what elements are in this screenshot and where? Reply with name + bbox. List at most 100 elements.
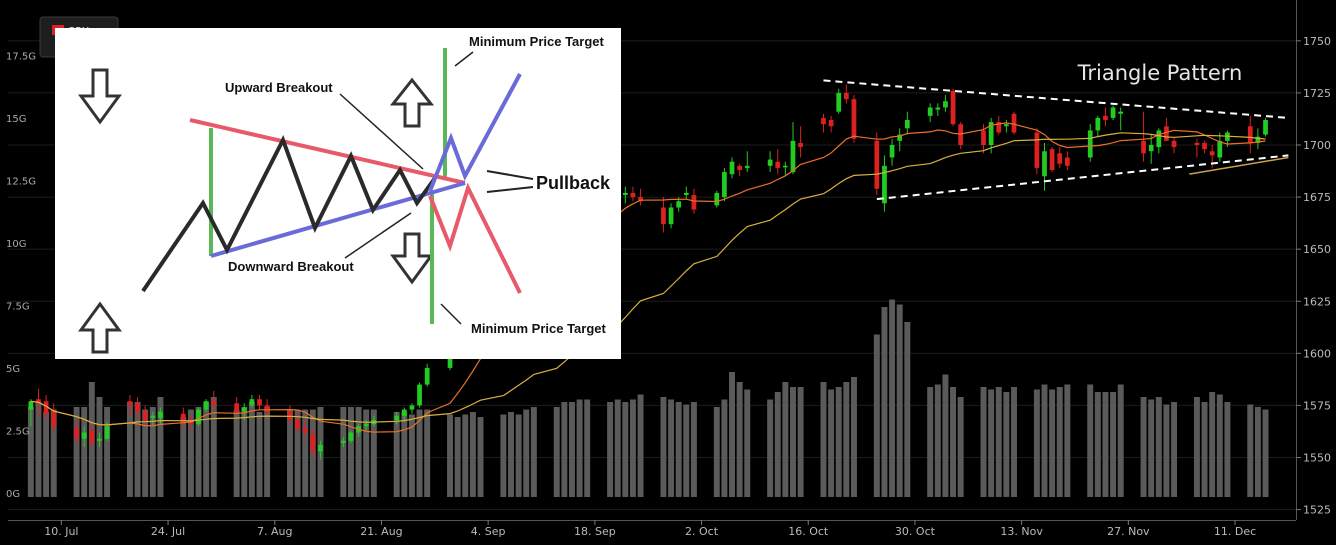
volume-bar <box>264 407 271 497</box>
volume-bar <box>774 392 781 497</box>
price-axis: 1525 1550 1575 1600 1625 1650 1675 1700 1725 1750 <box>1296 0 1331 520</box>
candle <box>249 395 255 408</box>
candle <box>1057 147 1063 168</box>
volume-bar <box>401 412 408 497</box>
candle-body <box>790 140 796 173</box>
candle <box>1141 111 1146 162</box>
candle <box>943 95 948 112</box>
up-arrow-icon <box>389 77 435 128</box>
volume-bar <box>508 412 514 497</box>
volume-bar <box>50 409 57 497</box>
upward-breakout-label: Upward Breakout <box>225 80 333 95</box>
candle-body <box>249 399 255 406</box>
volume-bar <box>820 382 827 497</box>
candle-body <box>318 445 323 452</box>
volume-bar <box>1117 384 1124 497</box>
volume-bar <box>797 387 804 497</box>
candle <box>851 95 857 143</box>
candle-body <box>630 192 636 198</box>
candle-body <box>874 140 880 189</box>
candle-body <box>836 92 842 112</box>
volume-bar <box>896 304 903 497</box>
candle <box>622 186 628 204</box>
candle-body <box>1263 120 1268 135</box>
candle <box>1217 132 1223 162</box>
candle-body <box>897 134 903 141</box>
volume-bar <box>904 322 911 497</box>
candle-body <box>211 401 217 406</box>
candle-body <box>729 161 735 175</box>
volume-bar <box>1094 392 1101 497</box>
volume-bar <box>248 402 255 497</box>
volume-bar <box>35 402 42 497</box>
candle-body <box>783 165 788 168</box>
candle <box>783 161 788 177</box>
candle-body <box>821 117 826 125</box>
candle-body <box>28 401 34 410</box>
volume-bar <box>126 402 133 497</box>
candle-body <box>668 207 674 225</box>
volume-bar <box>637 394 644 497</box>
candle <box>935 103 941 116</box>
pullback-label: Pullback <box>536 173 611 193</box>
volume-bar <box>736 382 743 497</box>
volume-bar <box>1247 404 1254 497</box>
price-tick-label: 1700 <box>1303 139 1331 152</box>
candle <box>203 399 209 412</box>
volume-tick-label: 7.5G <box>6 302 30 313</box>
volume-bar <box>1064 384 1071 497</box>
candle-body <box>744 165 750 168</box>
candle <box>409 403 415 414</box>
volume-bar <box>569 402 575 497</box>
candle <box>729 157 735 179</box>
volume-bar <box>233 409 240 497</box>
volume-bar <box>500 414 507 497</box>
volume-tick-label: 2.5G <box>6 427 30 438</box>
volume-bar <box>287 409 293 497</box>
candle-body <box>310 434 316 452</box>
candle-body <box>935 107 941 110</box>
volume-bar <box>370 409 377 497</box>
chart-title: Triangle Pattern <box>1077 61 1243 85</box>
volume-bar <box>881 307 888 497</box>
candle-body <box>97 438 102 441</box>
price-tick-label: 1675 <box>1303 191 1331 204</box>
moving-average-line <box>30 132 1266 426</box>
candle <box>882 155 887 212</box>
candle-body <box>843 92 849 100</box>
volume-bar <box>180 417 187 497</box>
candle-body <box>722 172 727 198</box>
candle <box>821 113 826 133</box>
volume-tick-label: 12.5G <box>6 177 36 188</box>
volume-bar <box>1087 384 1094 497</box>
volume-bar <box>782 382 789 497</box>
volume-bar <box>835 387 842 497</box>
price-tick-label: 1750 <box>1303 35 1331 48</box>
time-tick-label: 10. Jul <box>44 525 78 538</box>
candle <box>722 167 727 202</box>
candle <box>714 190 720 208</box>
volume-bar <box>1224 402 1231 497</box>
candle-body <box>104 426 110 439</box>
volume-bar <box>142 409 149 497</box>
candle-body <box>1217 140 1223 158</box>
volume-bar <box>477 417 484 497</box>
candle <box>661 197 666 233</box>
candle-body <box>1095 117 1101 131</box>
candle-body <box>1087 130 1093 158</box>
volume-bars <box>27 299 1269 497</box>
up-arrow-icon <box>78 301 122 354</box>
candle-body <box>1148 145 1154 152</box>
candle <box>127 395 133 416</box>
candle-body <box>264 405 270 412</box>
volume-bar <box>104 407 111 497</box>
time-axis: 10. Jul 24. Jul 7. Aug 21. Aug 4. Sep 18. Sep… <box>8 520 1296 538</box>
volume-bar <box>1262 409 1269 497</box>
volume-bar <box>1110 392 1117 497</box>
candle <box>1087 124 1093 162</box>
candle-body <box>158 411 163 418</box>
candle-body <box>74 428 79 439</box>
candle <box>889 138 895 166</box>
candle-body <box>661 207 666 225</box>
